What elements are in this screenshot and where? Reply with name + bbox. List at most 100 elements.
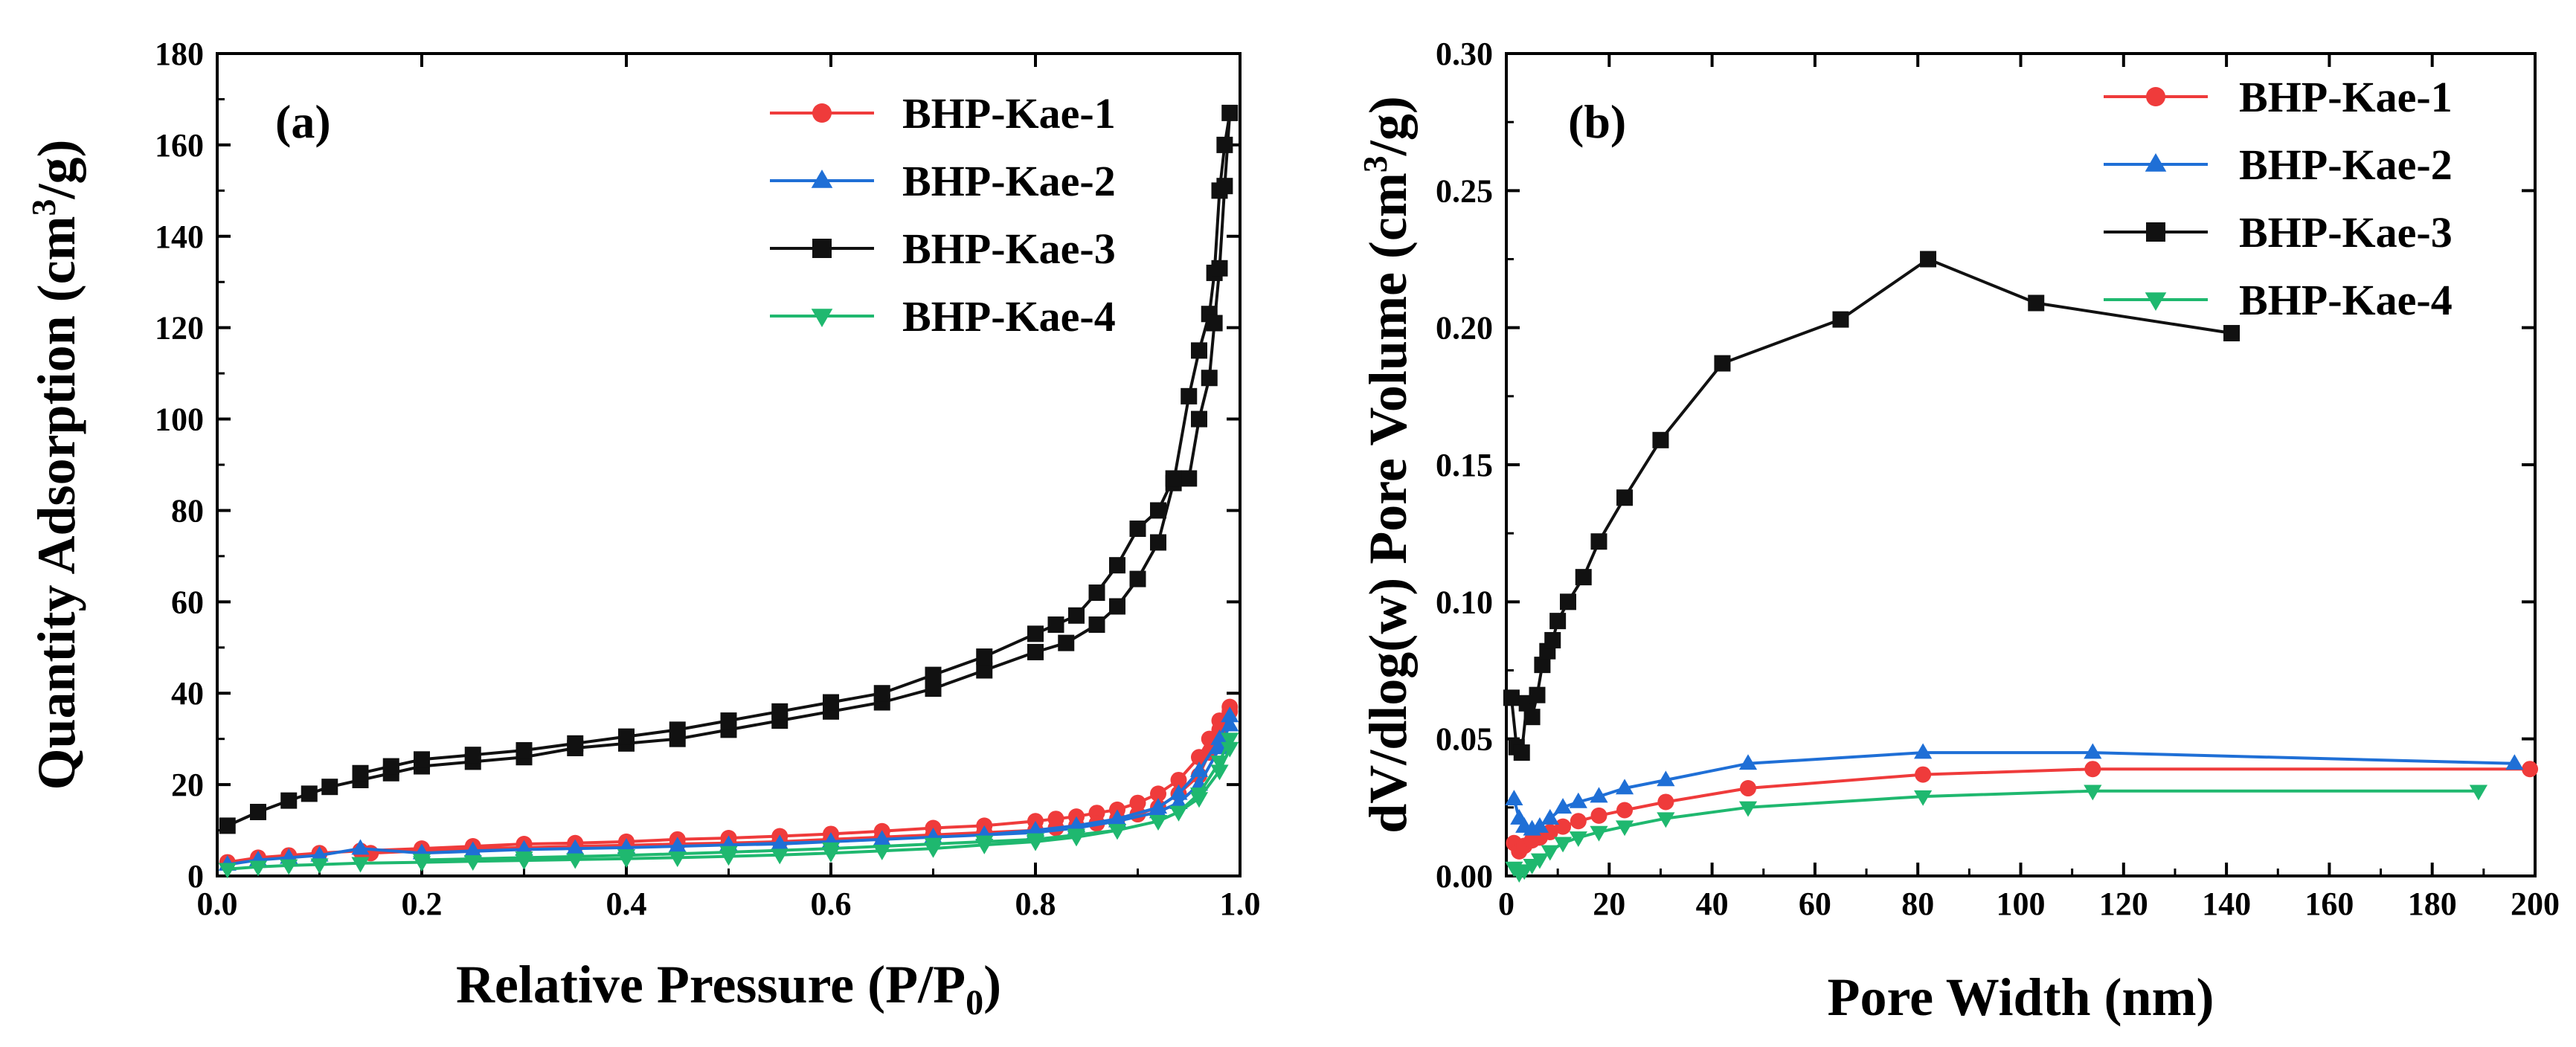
data-point	[1505, 790, 1523, 806]
data-point	[1657, 770, 1675, 787]
x-tick-label: 200	[2511, 886, 2560, 922]
data-point	[1170, 771, 1187, 788]
data-point	[1150, 502, 1166, 519]
data-point	[1216, 136, 1233, 153]
legend-marker	[812, 103, 832, 123]
data-point	[1534, 657, 1551, 674]
x-tick-label: 60	[1799, 886, 1831, 922]
legend-marker	[811, 170, 833, 188]
data-point	[414, 751, 430, 768]
data-point	[1549, 613, 1567, 630]
legend-entry: BHP-Kae-2	[2104, 141, 2453, 189]
data-point	[1740, 780, 1757, 797]
legend-label: BHP-Kae-1	[2239, 73, 2453, 121]
data-point	[1027, 625, 1044, 642]
data-point	[976, 662, 993, 679]
y-tick-label: 140	[155, 219, 204, 255]
data-point	[1210, 764, 1229, 781]
legend-label: BHP-Kae-4	[2239, 276, 2453, 324]
y-tick-label: 0.10	[1436, 584, 1493, 620]
panel-label: (b)	[1568, 95, 1626, 148]
data-point	[1088, 616, 1105, 634]
data-point	[821, 842, 841, 858]
data-point	[1027, 643, 1044, 660]
data-point	[873, 844, 891, 860]
data-point	[925, 680, 942, 698]
data-point	[1221, 741, 1239, 758]
data-point	[1211, 260, 1228, 277]
data-point	[1652, 431, 1669, 448]
data-point	[567, 735, 584, 752]
data-point	[310, 845, 329, 862]
data-point	[617, 849, 636, 865]
x-tick-label: 120	[2099, 886, 2148, 922]
data-point	[1150, 785, 1166, 802]
x-axis-title: Relative Pressure (P/P0)	[456, 955, 1001, 1022]
data-point	[1058, 634, 1075, 651]
y-tick-label: 0.30	[1436, 36, 1493, 72]
x-tick-label: 180	[2408, 886, 2457, 922]
data-point	[1529, 686, 1546, 703]
chart-panel-b: 0 20 40 60 80 100 120 140 160 180 200 0.00 0.05 0.10 0…	[1356, 36, 2560, 1027]
data-point	[1590, 787, 1608, 803]
y-tick-label: 160	[155, 127, 204, 164]
data-point	[1657, 812, 1675, 828]
y-tick-label: 0.20	[1436, 310, 1493, 347]
data-point	[1108, 811, 1127, 828]
data-point	[1129, 521, 1146, 538]
data-point	[248, 860, 268, 877]
data-point	[1714, 355, 1731, 372]
data-point	[1553, 798, 1573, 814]
data-point	[310, 858, 329, 874]
series-line	[227, 714, 1232, 866]
data-point	[515, 851, 533, 868]
y-tick-label: 20	[171, 767, 204, 803]
x-tick-label: 40	[1696, 886, 1729, 922]
y-tick-label: 40	[171, 675, 204, 712]
data-point	[669, 721, 686, 738]
legend-marker	[812, 239, 832, 258]
x-tick-label: 0.6	[811, 886, 852, 922]
series-bhp-kae-3	[219, 104, 1239, 834]
series-bhp-kae-3	[1503, 251, 2241, 761]
data-point	[1150, 534, 1166, 551]
series-bhp-kae-4	[218, 732, 1239, 879]
data-point	[1832, 311, 1849, 328]
data-point	[1615, 820, 1634, 837]
data-point	[1590, 807, 1607, 824]
legend-entry: BHP-Kae-3	[2104, 208, 2453, 257]
data-point	[719, 845, 738, 862]
y-tick-label: 180	[155, 36, 204, 72]
data-point	[1129, 570, 1146, 587]
data-point	[1108, 824, 1127, 840]
data-point	[1616, 489, 1634, 506]
data-point	[1206, 315, 1223, 332]
data-point	[924, 837, 942, 854]
data-point	[1615, 779, 1634, 795]
data-point	[1544, 631, 1561, 648]
y-axis-title: dV/dlog(w) Pore Volume (cm3/g)	[1356, 96, 1418, 834]
data-point	[1541, 845, 1559, 861]
legend-entry: BHP-Kae-4	[770, 292, 1116, 341]
y-tick-label: 100	[155, 402, 204, 438]
y-axis-title: Quantity Adsorption (cm3/g)	[25, 139, 86, 790]
data-point	[668, 837, 687, 853]
y-tick-label: 0.15	[1436, 447, 1493, 483]
data-point	[2084, 743, 2102, 759]
data-point	[976, 648, 993, 666]
data-point	[1068, 607, 1085, 624]
y-tick-label: 120	[155, 310, 204, 347]
data-point	[1165, 470, 1182, 487]
data-point	[352, 764, 369, 782]
data-point	[1523, 709, 1541, 726]
legend-entry: BHP-Kae-4	[2104, 276, 2453, 324]
data-point	[1575, 569, 1592, 586]
data-point	[1657, 793, 1674, 811]
data-point	[1221, 706, 1239, 723]
data-point	[1221, 715, 1239, 732]
data-point	[1590, 825, 1608, 842]
data-point	[351, 839, 370, 855]
legend-label: BHP-Kae-2	[902, 157, 1116, 205]
x-tick-label: 20	[1593, 886, 1625, 922]
